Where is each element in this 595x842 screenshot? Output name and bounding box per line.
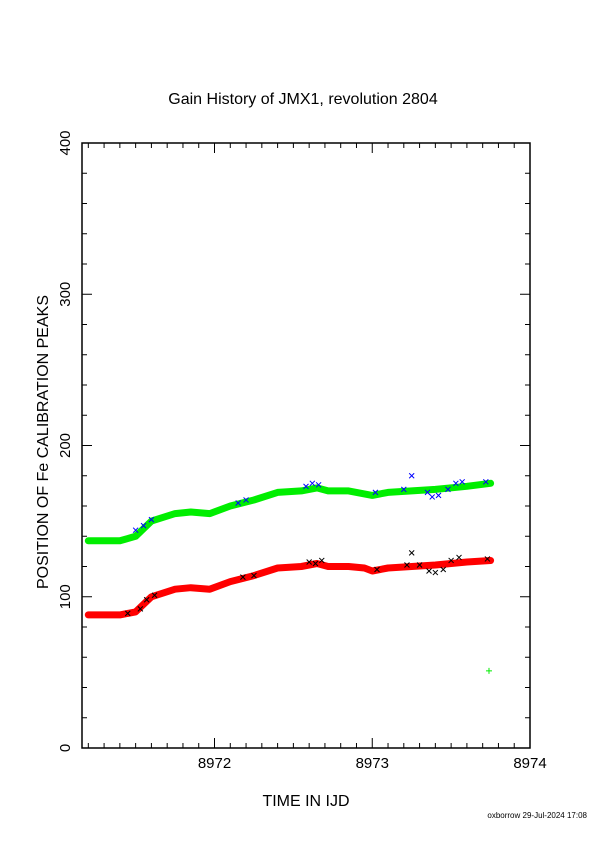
axes: 0 100 200 300 400 8972 8973 8974	[57, 130, 547, 772]
data-point	[132, 527, 139, 534]
y-tick-label: 200	[57, 433, 74, 458]
y-tick-label: 400	[57, 130, 74, 155]
data-point	[448, 557, 454, 564]
data-point	[432, 569, 439, 576]
data-point-mark	[240, 574, 246, 580]
x-axis-label: TIME IN IJD	[262, 793, 349, 810]
data-point	[435, 492, 442, 499]
data-point	[251, 572, 257, 579]
data-point-mark	[243, 497, 249, 503]
y-tick-label: 300	[57, 282, 74, 307]
y-tick-label: 100	[57, 584, 74, 609]
data-point-mark	[426, 568, 432, 574]
plot-area	[84, 472, 495, 674]
data-point-mark	[453, 480, 459, 487]
data-point	[143, 596, 150, 603]
y-axis-label: POSITION OF Fe CALIBRATION PEAKS	[35, 295, 52, 589]
data-point	[408, 550, 415, 556]
data-point	[424, 489, 431, 496]
data-point-mark	[148, 516, 155, 523]
data-point	[309, 480, 316, 487]
x-tick-label: 8973	[356, 755, 389, 772]
data-point	[485, 667, 492, 674]
data-point-mark	[408, 472, 415, 479]
data-point-mark	[456, 554, 462, 561]
data-point	[140, 522, 147, 529]
data-point	[456, 554, 462, 561]
data-point-mark	[374, 566, 380, 573]
data-point-mark	[132, 527, 139, 534]
data-point	[318, 557, 325, 564]
data-point	[151, 592, 158, 599]
data-point	[315, 481, 322, 488]
data-point	[124, 610, 131, 617]
data-point-mark	[251, 572, 257, 579]
data-point-mark	[424, 489, 431, 496]
data-point	[243, 497, 249, 503]
data-point	[440, 566, 447, 573]
data-point-mark	[445, 486, 451, 493]
x-tick-label: 8974	[513, 755, 546, 772]
footer-credit: oxborrow 29-Jul-2024 17:08	[487, 811, 587, 820]
data-point	[445, 486, 451, 493]
y-tick-label: 0	[57, 744, 74, 752]
data-point	[400, 486, 407, 493]
data-point	[408, 472, 415, 479]
series-line-1	[84, 557, 495, 619]
data-point	[148, 516, 155, 523]
data-point-mark	[137, 605, 144, 612]
data-point	[306, 559, 313, 565]
chart-title: Gain History of JMX1, revolution 2804	[168, 91, 438, 108]
data-point-mark	[306, 559, 313, 565]
data-point-mark	[435, 492, 442, 499]
data-point	[426, 568, 432, 574]
data-point	[137, 605, 144, 612]
data-point-mark	[318, 557, 325, 564]
data-point	[459, 478, 466, 485]
data-point-mark	[309, 480, 316, 487]
x-tick-label: 8972	[198, 755, 231, 772]
plot-frame	[81, 142, 531, 749]
data-point	[372, 489, 379, 496]
data-point-mark	[124, 610, 131, 617]
data-point-mark	[432, 569, 439, 576]
data-point-mark	[404, 562, 410, 568]
data-point	[429, 494, 436, 500]
data-point	[482, 478, 489, 485]
data-point-mark	[140, 522, 147, 529]
data-point	[235, 500, 242, 506]
data-point-mark	[400, 486, 407, 493]
data-point-mark	[408, 550, 415, 556]
data-point-mark	[303, 483, 309, 490]
data-point-mark	[372, 489, 379, 496]
data-point-mark	[440, 566, 447, 573]
data-point-mark	[482, 478, 489, 485]
data-point	[404, 562, 410, 568]
data-point	[240, 574, 246, 580]
data-point-mark	[235, 500, 242, 506]
data-point-mark	[484, 556, 491, 562]
series-line-0	[84, 479, 495, 545]
data-point	[416, 562, 423, 568]
data-point	[374, 566, 380, 573]
data-point-mark	[312, 560, 319, 567]
data-point-mark	[448, 557, 454, 564]
data-point-mark	[143, 596, 150, 603]
data-point-mark	[315, 481, 322, 488]
data-point-mark	[459, 478, 466, 485]
data-point	[453, 480, 459, 487]
data-point-mark	[151, 592, 158, 599]
data-point	[484, 556, 491, 562]
data-point	[303, 483, 309, 490]
data-point	[312, 560, 319, 567]
data-point-mark	[429, 494, 436, 500]
data-point-mark	[416, 562, 423, 568]
